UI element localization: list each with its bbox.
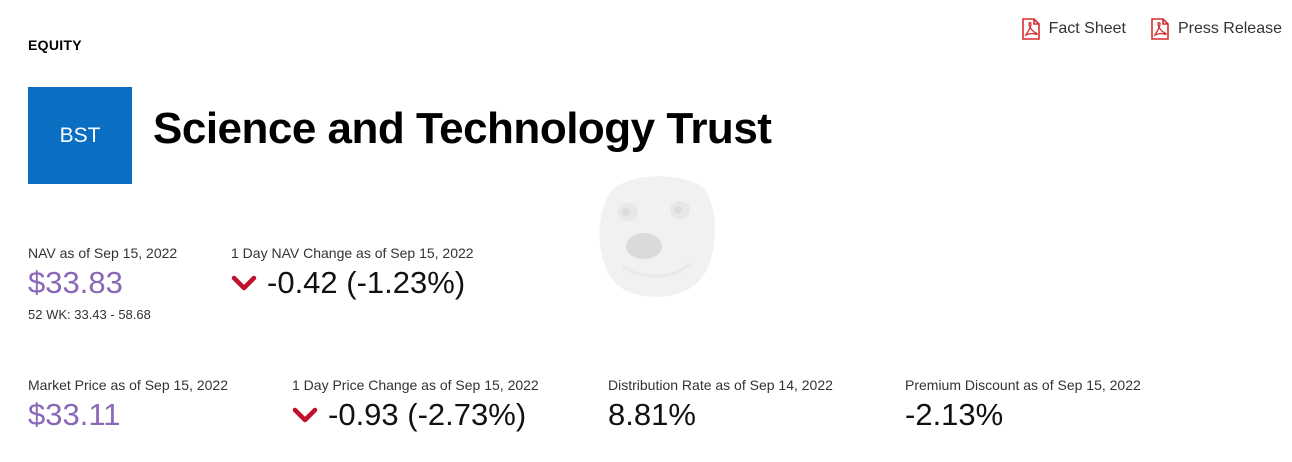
market-price-stat: Market Price as of Sep 15, 2022 $33.11: [28, 377, 228, 433]
distribution-rate-value: 8.81%: [608, 397, 696, 432]
chevron-down-icon: [292, 407, 318, 423]
nav-change-value: -0.42 (-1.23%): [267, 265, 466, 300]
ticker-badge: BST: [28, 87, 132, 184]
distribution-rate-label: Distribution Rate as of Sep 14, 2022: [608, 377, 833, 393]
price-change-stat: 1 Day Price Change as of Sep 15, 2022 -0…: [292, 377, 539, 433]
price-change-value: -0.93 (-2.73%): [328, 397, 527, 432]
premium-discount-label: Premium Discount as of Sep 15, 2022: [905, 377, 1141, 393]
nav-change-label: 1 Day NAV Change as of Sep 15, 2022: [231, 245, 474, 261]
market-price-value: $33.11: [28, 397, 121, 432]
nav-change-stat: 1 Day NAV Change as of Sep 15, 2022 -0.4…: [231, 245, 474, 301]
price-change-label: 1 Day Price Change as of Sep 15, 2022: [292, 377, 539, 393]
fund-title: Science and Technology Trust: [153, 104, 772, 153]
market-price-label: Market Price as of Sep 15, 2022: [28, 377, 228, 393]
nav-stat: NAV as of Sep 15, 2022 $33.83 52 WK: 33.…: [28, 245, 177, 322]
press-release-label: Press Release: [1177, 20, 1282, 37]
distribution-rate-stat: Distribution Rate as of Sep 14, 2022 8.8…: [608, 377, 833, 433]
dog-watermark-image: [599, 176, 715, 297]
nav-52wk-range: 52 WK: 33.43 - 58.68: [28, 307, 151, 322]
pdf-icon: [1150, 18, 1170, 40]
category-label: EQUITY: [28, 37, 82, 53]
press-release-link[interactable]: Press Release: [1150, 18, 1282, 40]
premium-discount-stat: Premium Discount as of Sep 15, 2022 -2.1…: [905, 377, 1141, 433]
chevron-down-icon: [231, 275, 257, 291]
nav-label: NAV as of Sep 15, 2022: [28, 245, 178, 261]
fact-sheet-link[interactable]: Fact Sheet: [1021, 18, 1126, 40]
premium-discount-value: -2.13%: [905, 397, 1004, 432]
pdf-icon: [1021, 18, 1041, 40]
nav-value: $33.83: [28, 265, 123, 300]
document-links: Fact Sheet Press Release: [1021, 18, 1282, 40]
fact-sheet-label: Fact Sheet: [1048, 20, 1126, 37]
